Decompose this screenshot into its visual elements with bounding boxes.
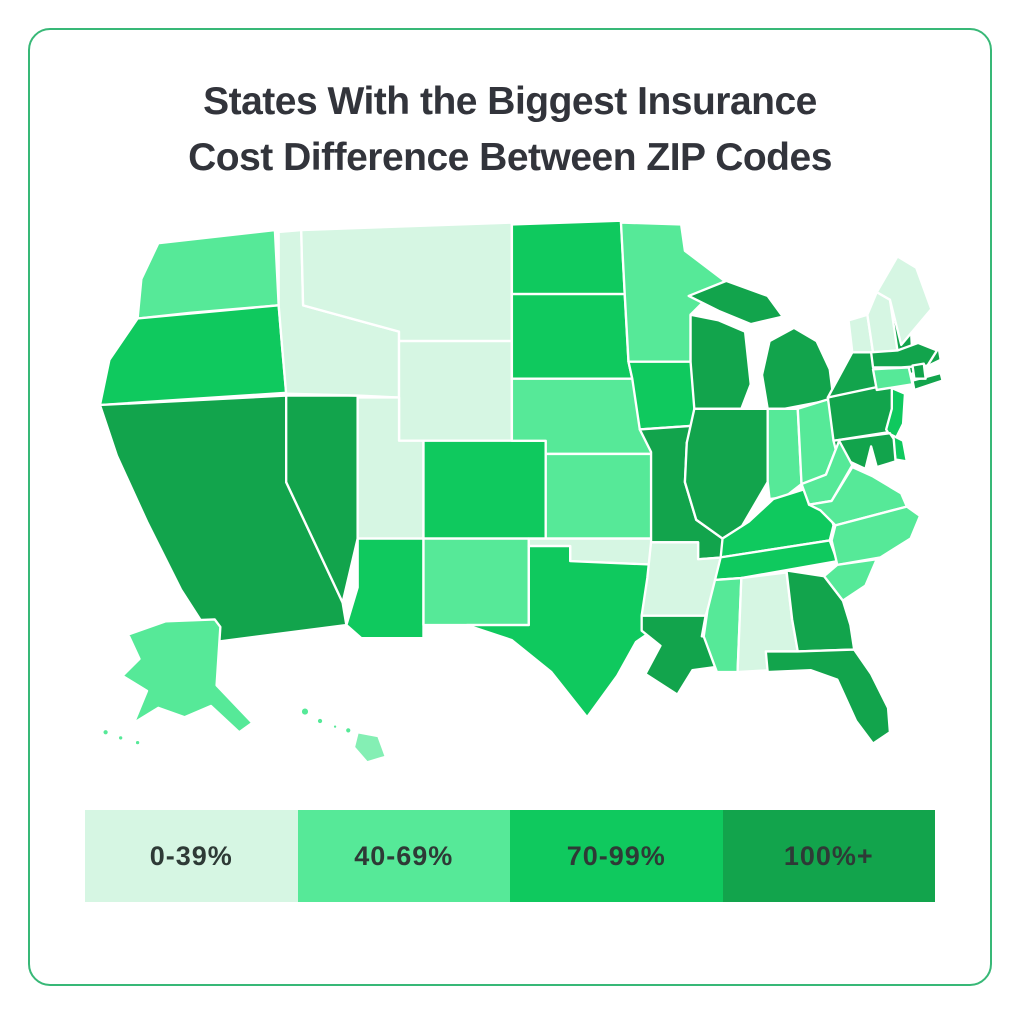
state-alaska-aleutian-island <box>116 733 125 742</box>
legend-label-40-69: 40-69% <box>354 840 454 871</box>
legend-label-70-99: 70-99% <box>566 840 666 871</box>
state-iowa <box>627 360 702 431</box>
state-new-hampshire <box>866 290 899 354</box>
state-massachusetts <box>869 341 939 369</box>
state-alaska <box>121 618 254 734</box>
legend: 0-39% 40-69% 70-99% 100%+ <box>85 810 935 903</box>
state-arizona <box>345 537 425 640</box>
title-line-1: States With the Biggest Insurance <box>203 80 817 123</box>
state-indiana <box>766 407 803 501</box>
state-alaska-aleutian-island <box>101 727 111 737</box>
state-rhode-island <box>911 362 927 380</box>
legend-item-100-plus: 100%+ <box>722 810 935 903</box>
state-hawaii-island <box>343 725 353 735</box>
state-hawaii-big-island <box>352 731 388 764</box>
state-new-mexico <box>422 537 530 627</box>
state-florida <box>764 648 892 745</box>
state-new-york-long-island <box>911 371 944 392</box>
state-wisconsin <box>689 313 752 410</box>
state-north-dakota <box>510 219 626 296</box>
state-hawaii-island <box>299 706 311 717</box>
state-virginia <box>807 465 909 527</box>
legend-label-100-plus: 100%+ <box>783 840 874 871</box>
infographic-card: States With the Biggest Insurance Cost D… <box>28 28 992 986</box>
legend-label-0-39: 0-39% <box>149 840 233 871</box>
state-kansas <box>544 452 660 540</box>
us-choropleth-map <box>68 200 952 764</box>
legend-item-0-39: 0-39% <box>85 810 298 903</box>
page-title: States With the Biggest Insurance Cost D… <box>50 74 970 186</box>
title-line-2: Cost Difference Between ZIP Codes <box>188 136 832 179</box>
state-south-carolina <box>822 558 878 602</box>
state-colorado <box>422 439 547 540</box>
state-hawaii-island <box>315 716 325 726</box>
state-tennessee <box>713 539 839 582</box>
state-washington <box>136 228 280 320</box>
state-north-carolina <box>830 505 922 567</box>
legend-item-40-69: 40-69% <box>297 810 510 903</box>
state-south-dakota <box>510 292 634 380</box>
state-maine <box>875 255 933 346</box>
state-wyoming <box>397 339 514 442</box>
state-alaska-aleutian-island <box>133 738 142 747</box>
state-louisiana <box>640 614 735 696</box>
state-oregon <box>98 304 288 407</box>
state-texas <box>465 544 668 719</box>
legend-item-70-99: 70-99% <box>510 810 723 903</box>
state-connecticut <box>871 366 914 392</box>
state-hawaii-island <box>331 723 339 731</box>
